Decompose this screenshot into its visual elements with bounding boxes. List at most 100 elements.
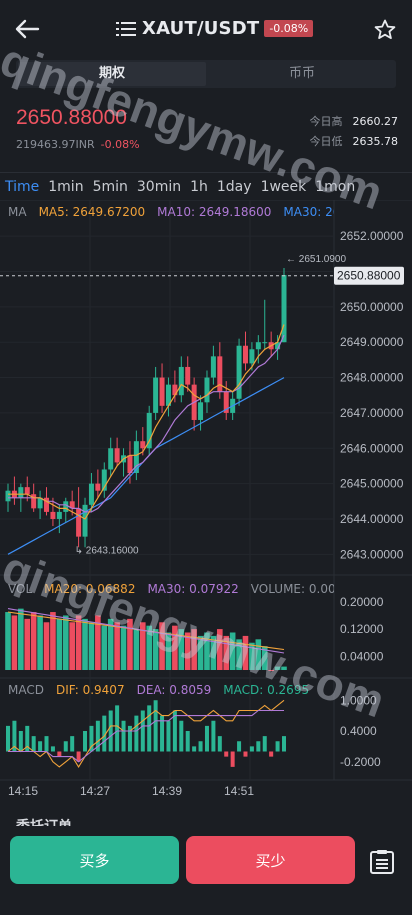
macd-hist-bar xyxy=(243,751,248,757)
macd-dea-line xyxy=(8,709,284,763)
macd-tick-label: 1.0000 xyxy=(340,693,377,707)
price-tick-label: 2645.00000 xyxy=(340,477,404,491)
time-tick-label: 14:27 xyxy=(80,784,110,798)
interval-30min[interactable]: 30min xyxy=(136,178,182,195)
macd-hist-bar xyxy=(269,751,274,757)
macd-dif-line xyxy=(7,699,285,768)
ma-legend: MA MA5: 2649.67200 MA10: 2649.18600 MA30: 2… xyxy=(8,205,334,219)
interval-1h[interactable]: 1h xyxy=(190,178,208,195)
volume-bar xyxy=(139,622,146,670)
volume-bar xyxy=(178,629,185,670)
low-marker-label: ↳ 2643.16000 xyxy=(75,545,139,556)
candle-body xyxy=(255,342,261,350)
high-value: 2660.27 xyxy=(352,115,399,128)
macd-tick-label: -0.2000 xyxy=(340,755,381,769)
candle-body xyxy=(88,483,94,505)
time-tick-label: 14:51 xyxy=(224,784,254,798)
low-label: 今日低 xyxy=(309,135,343,148)
macd-hist-bar xyxy=(224,751,229,757)
macd-hist-bar xyxy=(31,736,36,752)
volume-bar xyxy=(101,625,108,670)
macd-hist-bar xyxy=(172,710,177,752)
volume-bar xyxy=(37,615,43,670)
macd-hist-bar xyxy=(230,751,235,767)
kline-chart[interactable]: 2652.000002651.000002650.000002649.00000… xyxy=(0,200,412,800)
candle-body xyxy=(281,275,287,343)
ma5-value: MA5: 2649.67200 xyxy=(38,205,146,219)
candle-body xyxy=(210,356,216,378)
action-bar: 买多 买少 xyxy=(0,826,412,915)
volume-bar xyxy=(229,632,236,670)
interval-5min[interactable]: 5min xyxy=(92,178,128,195)
daily-stats: 今日高 2660.27 今日低 2635.78 xyxy=(310,112,399,152)
interval-time[interactable]: Time xyxy=(5,178,40,195)
volume-bar xyxy=(165,632,172,670)
last-price: 2650.88000 xyxy=(16,106,127,129)
candle-body xyxy=(5,490,11,502)
tab-options[interactable]: 期权 xyxy=(18,62,206,86)
time-tick-label: 14:39 xyxy=(152,784,182,798)
candle-body xyxy=(31,494,37,509)
buy-long-button[interactable]: 买多 xyxy=(10,836,179,884)
candles xyxy=(5,267,287,548)
candle-body xyxy=(76,508,82,537)
chart-grid xyxy=(0,200,412,781)
high-marker-label: ← 2651.0900 xyxy=(286,254,346,265)
price-tick-label: 2643.00000 xyxy=(340,547,404,561)
macd-hist-bar xyxy=(25,725,30,752)
candle-body xyxy=(24,487,30,495)
price-axis: 2652.000002651.000002650.000002649.00000… xyxy=(0,229,404,798)
price-tick-label: 2652.00000 xyxy=(340,229,404,243)
macd-hist-bar xyxy=(198,741,203,752)
macd-hist-bar xyxy=(217,736,222,752)
favorite-star-icon[interactable] xyxy=(373,18,397,42)
interval-tabs: Time 1min 5min 30min 1h 1day 1week 1mon xyxy=(0,172,412,200)
candle-body xyxy=(236,345,242,399)
volume-bar xyxy=(50,612,56,670)
back-arrow-icon[interactable] xyxy=(12,14,42,44)
interval-1day[interactable]: 1day xyxy=(216,178,252,195)
low-value: 2635.78 xyxy=(352,135,399,148)
volume-bar xyxy=(236,639,242,670)
high-label: 今日高 xyxy=(309,115,343,128)
candle-body xyxy=(217,356,223,392)
orders-list-icon[interactable] xyxy=(368,848,396,876)
macd-hist-bar xyxy=(185,731,190,752)
volume-bar xyxy=(62,615,69,670)
macd-label: MACD xyxy=(8,683,44,697)
volume-bar xyxy=(172,625,178,670)
candle-body xyxy=(50,511,56,519)
interval-1mon[interactable]: 1mon xyxy=(315,178,356,195)
volume-bar xyxy=(69,622,75,670)
buy-short-button[interactable]: 买少 xyxy=(186,836,355,884)
volume-bar xyxy=(217,629,223,670)
pair-selector[interactable]: XAUT/USDT -0.08% xyxy=(116,18,314,39)
candle-body xyxy=(262,342,268,344)
macd-hist-bar xyxy=(50,746,55,752)
volume-bar xyxy=(24,618,31,670)
volume-bar xyxy=(191,629,197,670)
volume-tick-label: 0.20000 xyxy=(340,595,384,609)
time-tick-label: 14:15 xyxy=(8,784,38,798)
price-change: -0.08% xyxy=(100,138,140,151)
volume-bar xyxy=(204,632,210,670)
volume-bar xyxy=(249,642,255,670)
candle-body xyxy=(18,487,24,498)
ma-label: MA xyxy=(8,205,27,219)
macd-legend: MACD DIF: 0.9407 DEA: 0.8059 MACD: 0.2695 xyxy=(8,683,334,697)
volume-bar xyxy=(95,615,101,670)
macd-hist-bar xyxy=(44,736,49,752)
volume-bar xyxy=(5,612,11,670)
tab-spot[interactable]: 币币 xyxy=(288,66,315,81)
candle-body xyxy=(159,377,165,406)
volume-bar xyxy=(274,666,281,670)
interval-1week[interactable]: 1week xyxy=(260,178,307,195)
volume-bar xyxy=(43,622,50,670)
candle-body xyxy=(82,504,88,537)
vol-value: VOLUME: 0.00 xyxy=(250,582,334,596)
header: XAUT/USDT -0.08% xyxy=(0,0,412,60)
candle-body xyxy=(275,342,281,350)
candle-body xyxy=(56,511,62,519)
candle-body xyxy=(127,455,133,474)
interval-1min[interactable]: 1min xyxy=(48,178,84,195)
